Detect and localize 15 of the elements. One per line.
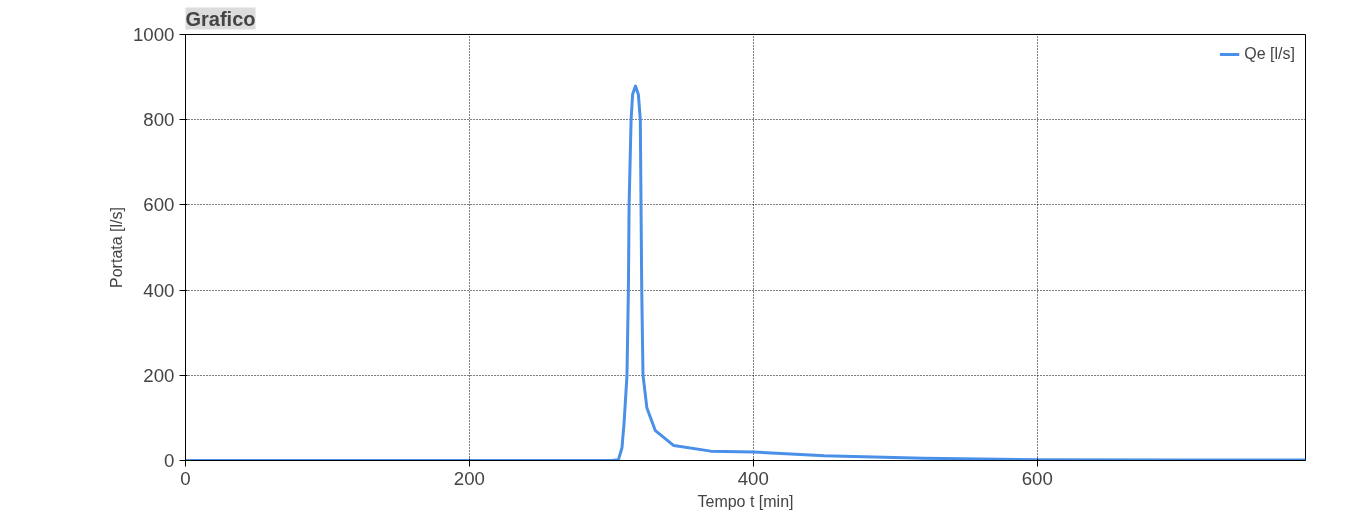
- x-tick-label: 0: [180, 467, 191, 489]
- y-tick-label: 600: [143, 194, 175, 216]
- y-tick-label: 800: [143, 109, 175, 131]
- y-tick-label: 200: [143, 364, 175, 386]
- y-tick-label: 400: [143, 279, 175, 301]
- x-tick-label: 400: [737, 467, 769, 489]
- y-tick-label: 0: [164, 450, 175, 471]
- line-series: [185, 84, 1306, 461]
- legend-label: Qe [l/s]: [1244, 45, 1295, 63]
- y-axis-title: Portata [l/s]: [108, 207, 125, 288]
- x-tick-label: 600: [1021, 467, 1053, 489]
- y-tick-label: 1000: [133, 24, 175, 45]
- x-axis-title: Tempo t [min]: [697, 492, 794, 510]
- chart-title: Grafico: [185, 7, 256, 30]
- x-tick-label: 200: [453, 467, 485, 489]
